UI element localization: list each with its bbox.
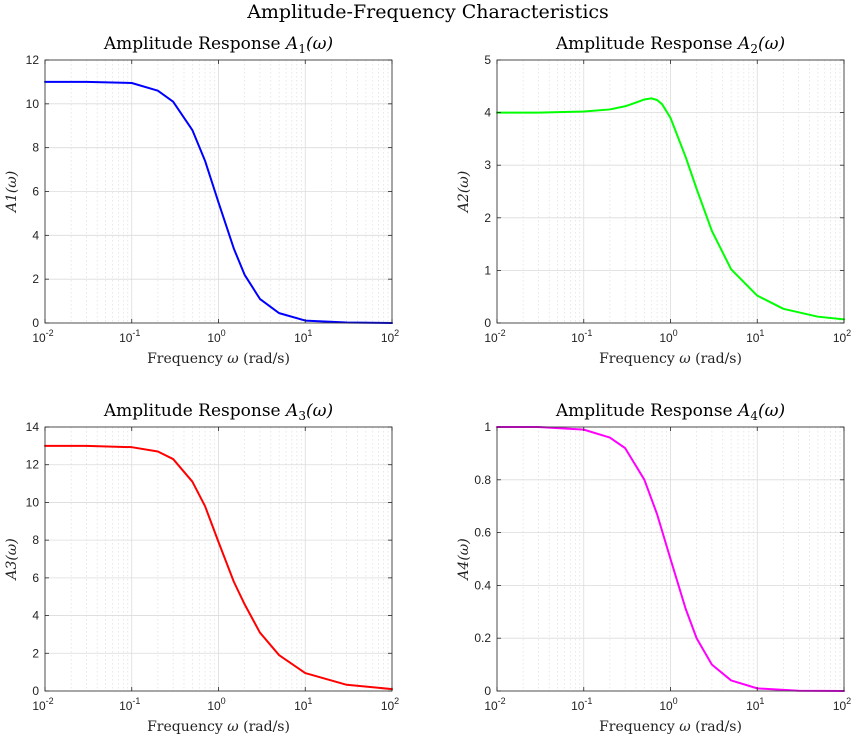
x-tick-label: 10-2 (484, 328, 505, 345)
x-axis-label: Frequency ω (rad/s) (147, 351, 290, 367)
x-tick-label: 100 (207, 328, 225, 345)
y-tick-label: 8 (32, 141, 39, 155)
y-tick-label: 0.2 (474, 631, 491, 645)
x-tick-label: 10-2 (484, 696, 505, 713)
y-tick-label: 0.8 (474, 473, 491, 487)
x-tick-label: 10-2 (32, 328, 53, 345)
series-line-4 (496, 426, 845, 692)
y-tick-label: 12 (26, 53, 40, 67)
x-tick-label: 100 (659, 328, 677, 345)
minor-grid (522, 60, 841, 323)
x-tick-label: 10-1 (571, 696, 592, 713)
y-axis-label: A2(ω) (456, 171, 472, 214)
minor-grid (70, 427, 389, 691)
subplot-title: Amplitude Response A3(ω) (103, 401, 333, 423)
y-tick-label: 14 (26, 420, 40, 434)
y-tick-label: 2 (32, 272, 39, 286)
x-tick-label: 100 (659, 696, 677, 713)
subplot-1: 0 2 4 6 8 10 12 10-2 10-1 100 101 102 Amplitude Resp… (4, 34, 399, 367)
y-tick-label: 10 (26, 495, 40, 509)
y-tick-label: 0 (484, 316, 491, 330)
y-tick-label: 5 (484, 53, 491, 67)
x-axis-label: Frequency ω (rad/s) (147, 719, 290, 735)
y-tick-label: 6 (32, 571, 39, 585)
x-tick-label: 102 (833, 328, 851, 345)
y-tick-label: 12 (26, 458, 40, 472)
x-tick-label: 10-1 (571, 328, 592, 345)
minor-grid (522, 427, 841, 691)
x-axis-label: Frequency ω (rad/s) (599, 719, 742, 735)
y-tick-label: 4 (32, 609, 39, 623)
y-tick-label: 1 (484, 263, 491, 277)
y-tick-label: 2 (484, 211, 491, 225)
y-tick-label: 0 (484, 684, 491, 698)
subplot-4: 0 0.2 0.4 0.6 0.8 1 10-2 10-1 100 101 102 Amplitude… (456, 401, 851, 735)
series-line-2 (496, 97, 845, 321)
x-tick-label: 101 (294, 696, 312, 713)
x-tick-label: 101 (746, 696, 764, 713)
x-tick-label: 10-1 (119, 696, 140, 713)
x-tick-label: 10-1 (119, 328, 140, 345)
x-tick-label: 102 (381, 696, 399, 713)
y-axis-label: A1(ω) (4, 171, 20, 214)
y-tick-label: 0.4 (474, 578, 491, 592)
y-tick-label: 1 (484, 420, 491, 434)
y-axis-label: A4(ω) (456, 538, 472, 581)
y-tick-label: 8 (32, 533, 39, 547)
x-tick-label: 102 (381, 328, 399, 345)
y-tick-label: 4 (32, 228, 39, 242)
x-axis-label: Frequency ω (rad/s) (599, 351, 742, 367)
x-tick-label: 101 (746, 328, 764, 345)
subplot-title: Amplitude Response A2(ω) (555, 34, 785, 56)
subplot-title: Amplitude Response A1(ω) (103, 34, 333, 56)
x-tick-label: 101 (294, 328, 312, 345)
y-tick-label: 10 (26, 97, 40, 111)
series-line-3 (44, 444, 393, 691)
series-line-1 (44, 80, 393, 324)
major-grid (44, 59, 393, 324)
subplot-2: 0 1 2 3 4 5 10-2 10-1 100 101 102 Amplitude Respons… (456, 34, 851, 367)
y-tick-label: 4 (484, 106, 491, 120)
x-tick-label: 100 (207, 696, 225, 713)
major-grid (496, 59, 845, 324)
y-tick-label: 3 (484, 158, 491, 172)
x-tick-label: 10-2 (32, 696, 53, 713)
y-tick-label: 0.6 (474, 526, 491, 540)
y-axis-label: A3(ω) (4, 538, 20, 581)
subplot-title: Amplitude Response A4(ω) (555, 401, 785, 423)
subplot-3: 0 2 4 6 8 10 12 14 10-2 10-1 100 101 102 Amplitude Re… (4, 401, 399, 735)
y-tick-label: 2 (32, 646, 39, 660)
figure-title: Amplitude-Frequency Characteristics (246, 1, 609, 23)
y-tick-label: 0 (32, 684, 39, 698)
y-tick-label: 0 (32, 316, 39, 330)
y-tick-label: 6 (32, 185, 39, 199)
x-tick-label: 102 (833, 696, 851, 713)
